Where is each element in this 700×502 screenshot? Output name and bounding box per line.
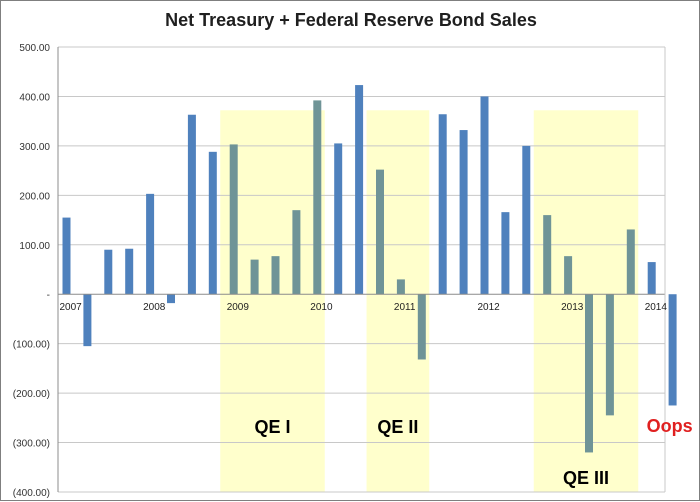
x-tick-label-2011: 2011 bbox=[394, 302, 416, 313]
bar-19 bbox=[459, 130, 468, 295]
y-tick-label-8: (300.00) bbox=[13, 439, 50, 450]
bar-20 bbox=[480, 96, 489, 295]
bar-15 bbox=[376, 169, 384, 295]
bar-28 bbox=[647, 262, 656, 295]
x-tick-label-2013: 2013 bbox=[561, 302, 584, 313]
y-tick-label-4: 100.00 bbox=[19, 241, 50, 252]
bar-4 bbox=[146, 193, 155, 295]
y-tick-label-1: 400.00 bbox=[19, 92, 50, 103]
bar-29 bbox=[668, 294, 677, 406]
bar-18 bbox=[438, 114, 447, 295]
bar-10 bbox=[271, 256, 280, 295]
bar-27 bbox=[626, 229, 635, 295]
x-tick-label-2009: 2009 bbox=[227, 302, 250, 313]
x-tick-label-2012: 2012 bbox=[478, 302, 501, 313]
bar-17 bbox=[417, 294, 426, 360]
bar-11 bbox=[292, 210, 301, 295]
bar-3 bbox=[125, 248, 134, 295]
oops-annotation: Oops bbox=[647, 416, 693, 436]
bar-2 bbox=[104, 249, 113, 295]
x-tick-label-2007: 2007 bbox=[60, 302, 83, 313]
bar-23 bbox=[543, 215, 552, 295]
bar-25 bbox=[585, 294, 593, 453]
bar-24 bbox=[564, 256, 573, 295]
bar-7 bbox=[208, 151, 217, 295]
bar-13 bbox=[334, 143, 343, 295]
qe-bands bbox=[220, 110, 639, 493]
x-tick-label-2014: 2014 bbox=[645, 302, 668, 313]
band-label-2: QE II bbox=[377, 417, 418, 437]
bar-26 bbox=[605, 294, 614, 416]
axes bbox=[57, 47, 666, 492]
bar-8 bbox=[229, 144, 238, 295]
y-tick-label-0: 500.00 bbox=[19, 43, 50, 54]
y-tick-labels: 500.00 400.00 300.00 200.00 100.00 - (100.00) (… bbox=[13, 43, 51, 499]
bars bbox=[62, 85, 677, 453]
band-label-3: QE III bbox=[563, 468, 609, 488]
bar-16 bbox=[396, 279, 405, 295]
y-tick-label-9: (400.00) bbox=[13, 488, 50, 499]
band-label-1: QE I bbox=[254, 417, 290, 437]
bar-6 bbox=[187, 114, 196, 295]
chart-title: Net Treasury + Federal Reserve Bond Sale… bbox=[165, 10, 537, 30]
x-tick-label-2008: 2008 bbox=[143, 302, 166, 313]
band-labels: QE I QE II QE III Oops bbox=[254, 416, 692, 488]
x-tick-label-2010: 2010 bbox=[310, 302, 333, 313]
bar-14 bbox=[355, 85, 364, 295]
bar-21 bbox=[501, 212, 510, 295]
bar-5 bbox=[167, 294, 175, 304]
y-tick-label-6: (100.00) bbox=[13, 340, 50, 351]
bar-22 bbox=[522, 145, 531, 295]
x-tick-labels: 2007 2008 2009 2010 2011 2012 2013 2014 bbox=[60, 302, 668, 313]
bar-12 bbox=[313, 100, 322, 295]
bar-1 bbox=[83, 294, 92, 347]
y-tick-label-3: 200.00 bbox=[19, 191, 50, 202]
y-tick-label-5: - bbox=[47, 290, 50, 301]
bar-0 bbox=[62, 217, 71, 295]
y-tick-label-2: 300.00 bbox=[19, 142, 50, 153]
bar-9 bbox=[250, 259, 259, 295]
y-tick-label-7: (200.00) bbox=[13, 389, 50, 400]
